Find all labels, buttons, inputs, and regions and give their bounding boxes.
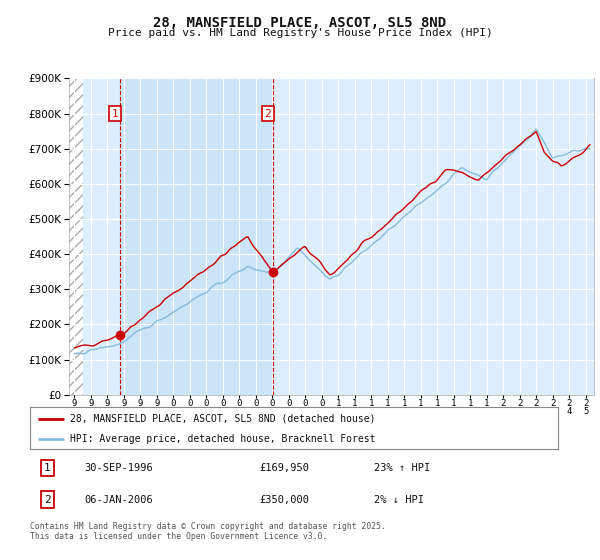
Text: HPI: Average price, detached house, Bracknell Forest: HPI: Average price, detached house, Brac… [70,433,375,444]
Text: 30-SEP-1996: 30-SEP-1996 [85,463,154,473]
Text: £169,950: £169,950 [259,463,310,473]
Text: Price paid vs. HM Land Registry's House Price Index (HPI): Price paid vs. HM Land Registry's House … [107,28,493,38]
Text: Contains HM Land Registry data © Crown copyright and database right 2025.
This d: Contains HM Land Registry data © Crown c… [30,522,386,542]
Text: 06-JAN-2006: 06-JAN-2006 [85,494,154,505]
Bar [120,78,272,395]
Text: 28, MANSFIELD PLACE, ASCOT, SL5 8ND (detached house): 28, MANSFIELD PLACE, ASCOT, SL5 8ND (det… [70,414,375,424]
Text: £350,000: £350,000 [259,494,310,505]
Text: 2% ↓ HPI: 2% ↓ HPI [374,494,424,505]
Text: 2: 2 [265,109,271,119]
Text: 1: 1 [44,463,51,473]
Bar [69,78,83,395]
Text: 1: 1 [112,109,118,119]
Text: 28, MANSFIELD PLACE, ASCOT, SL5 8ND: 28, MANSFIELD PLACE, ASCOT, SL5 8ND [154,16,446,30]
Text: 23% ↑ HPI: 23% ↑ HPI [374,463,430,473]
Text: 2: 2 [44,494,51,505]
